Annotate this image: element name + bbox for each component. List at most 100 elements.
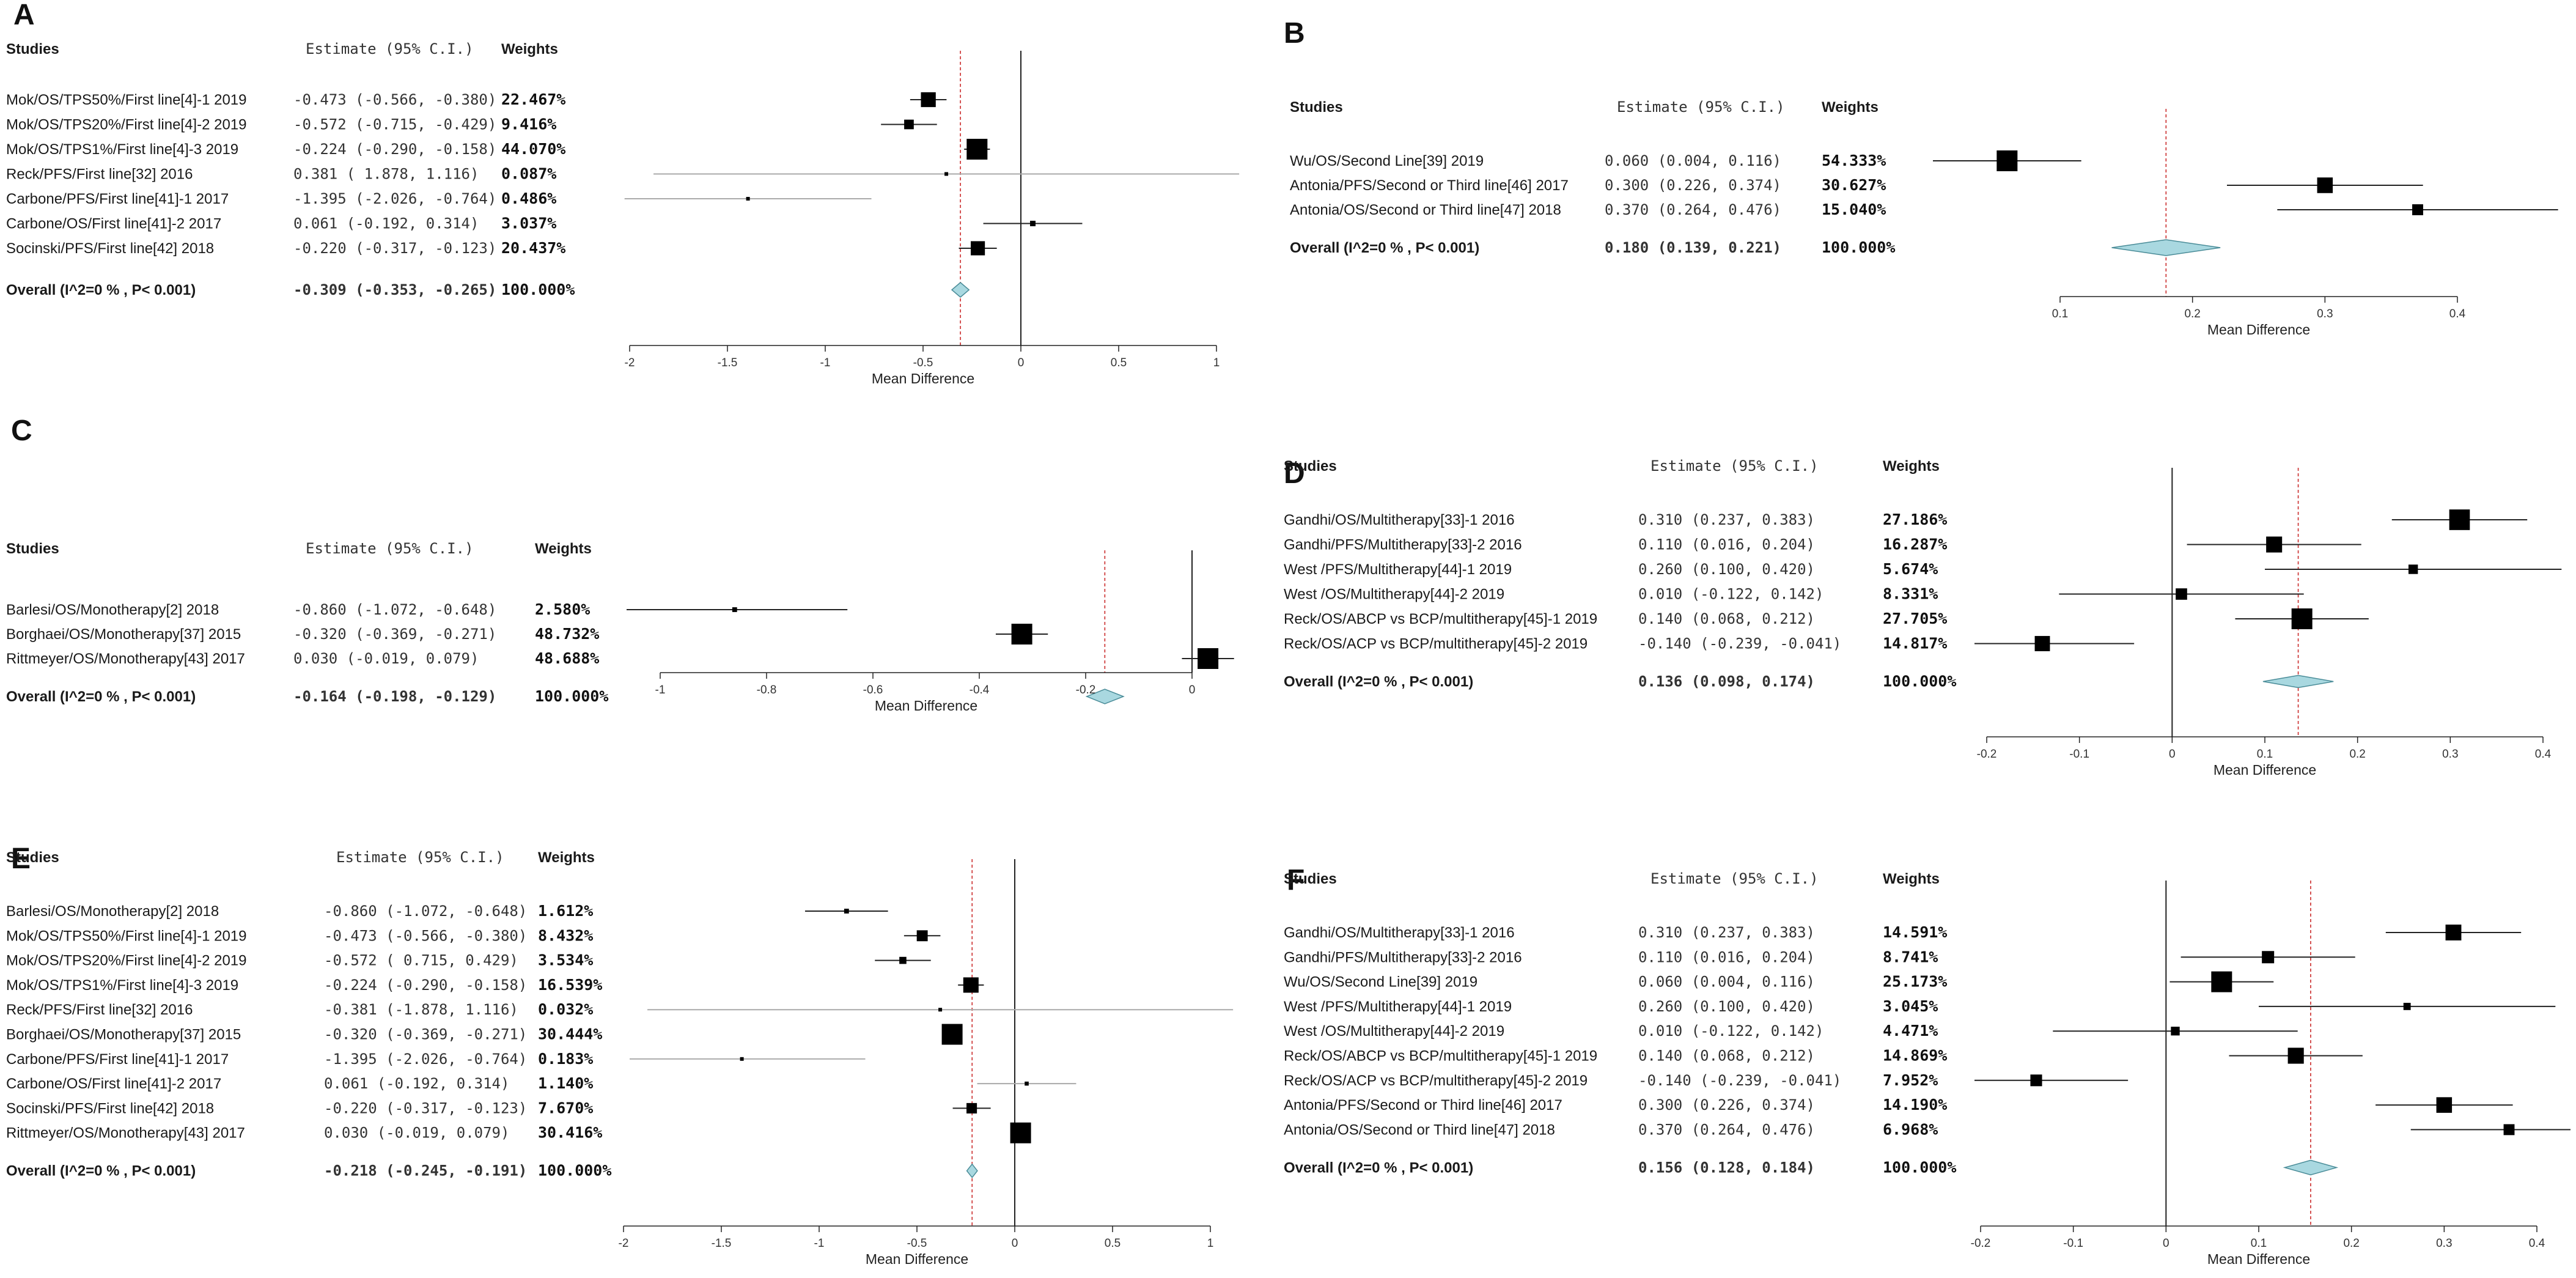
x-tick-label: -0.6	[863, 684, 883, 696]
study-estimate: 0.381 ( 1.878, 1.116)	[293, 166, 479, 183]
x-axis-label: Mean Difference	[2207, 322, 2310, 338]
x-tick-label: 0.1	[2052, 308, 2068, 320]
header-estimate: Estimate (95% C.I.)	[306, 540, 474, 557]
estimate-square	[916, 930, 928, 942]
study-weight: 6.968%	[1883, 1120, 1938, 1138]
overall-weight: 100.000%	[535, 687, 608, 705]
study-estimate: 0.110 (0.016, 0.204)	[1638, 536, 1815, 553]
study-estimate: -0.320 (-0.369, -0.271)	[293, 626, 496, 643]
study-weight: 2.580%	[535, 600, 590, 618]
study-name: West /PFS/Multitherapy[44]-1 2019	[1284, 999, 1512, 1015]
study-weight: 0.032%	[538, 1000, 593, 1018]
study-weight: 48.732%	[535, 625, 599, 643]
study-row: Antonia/OS/Second or Third line[47] 2018…	[1284, 1120, 2570, 1138]
study-row: West /OS/Multitherapy[44]-2 2019 0.010 (-…	[1284, 585, 2304, 603]
study-name: Reck/PFS/First line[32] 2016	[6, 166, 193, 183]
x-axis: -0.2 -0.1 0 0.1 0.2 0.3 0.4 Mean Difference	[1977, 736, 2552, 778]
x-tick-label: 0.3	[2436, 1237, 2452, 1250]
study-estimate: 0.060 (0.004, 0.116)	[1605, 152, 1781, 169]
study-name: Gandhi/OS/Multitherapy[33]-1 2016	[1284, 512, 1515, 528]
study-name: Wu/OS/Second Line[39] 2019	[1284, 974, 1478, 991]
estimate-square	[2445, 925, 2462, 940]
overall-row: Overall (I^2=0 % , P< 0.001) 0.180 (0.139…	[1290, 238, 2221, 256]
overall-label: Overall (I^2=0 % , P< 0.001)	[6, 689, 196, 705]
header-studies: Studies	[6, 41, 59, 57]
study-weight: 1.140%	[538, 1074, 593, 1092]
study-estimate: 0.370 (0.264, 0.476)	[1638, 1121, 1815, 1138]
x-axis-label: Mean Difference	[875, 698, 977, 714]
study-weight: 3.037%	[501, 215, 556, 232]
study-weight: 5.674%	[1883, 560, 1938, 578]
study-name: Carbone/OS/First line[41]-2 2017	[6, 1076, 221, 1092]
study-estimate: 0.030 (-0.019, 0.079)	[324, 1125, 509, 1142]
study-name: Reck/OS/ABCP vs BCP/multitherapy[45]-1 2…	[1284, 611, 1597, 627]
study-row: Reck/PFS/First line[32] 2016 -0.381 (-1.8…	[6, 1000, 1234, 1018]
x-tick-label: -0.1	[2069, 748, 2089, 761]
study-weight: 3.045%	[1883, 997, 1938, 1015]
study-estimate: 0.030 (-0.019, 0.079)	[293, 650, 479, 667]
x-tick-label: 0.5	[1105, 1237, 1121, 1250]
study-row: Reck/OS/ABCP vs BCP/multitherapy[45]-1 2…	[1284, 1047, 2363, 1065]
header-studies: Studies	[1284, 871, 1337, 887]
study-estimate: -0.572 (-0.715, -0.429)	[293, 116, 496, 133]
study-weight: 30.416%	[538, 1124, 602, 1142]
estimate-square	[1025, 1081, 1029, 1086]
study-name: Mok/OS/TPS50%/First line[4]-1 2019	[6, 92, 247, 108]
estimate-square	[844, 909, 849, 914]
overall-diamond	[2111, 239, 2221, 256]
study-row: Reck/OS/ACP vs BCP/multitherapy[45]-2 20…	[1284, 1071, 2129, 1089]
estimate-square	[2503, 1124, 2515, 1136]
study-estimate: -0.140 (-0.239, -0.041)	[1638, 1072, 1841, 1089]
study-weight: 7.952%	[1883, 1071, 1938, 1089]
study-weight: 14.817%	[1883, 635, 1947, 652]
study-weight: 3.534%	[538, 951, 593, 969]
estimate-square	[899, 956, 907, 964]
study-row: Gandhi/PFS/Multitherapy[33]-2 2016 0.110 …	[1284, 948, 2355, 966]
x-tick-label: 0.4	[2529, 1237, 2545, 1250]
estimate-square	[2403, 1002, 2411, 1010]
x-tick-label: 1	[1213, 356, 1220, 369]
study-row: Wu/OS/Second Line[39] 2019 0.060 (0.004, …	[1284, 971, 2274, 992]
estimate-square	[963, 977, 979, 993]
estimate-square	[904, 119, 914, 130]
estimate-square	[1030, 221, 1036, 226]
study-row: Mok/OS/TPS1%/First line[4]-3 2019 -0.224 …	[6, 976, 984, 994]
estimate-square	[732, 607, 737, 612]
header-weights: Weights	[1883, 458, 1940, 475]
study-estimate: 0.110 (0.016, 0.204)	[1638, 948, 1815, 966]
study-row: Mok/OS/TPS20%/First line[4]-2 2019 -0.572…	[6, 116, 937, 133]
study-name: Barlesi/OS/Monotherapy[2] 2018	[6, 602, 219, 618]
x-tick-label: -0.8	[757, 684, 777, 696]
estimate-square	[2317, 177, 2333, 193]
x-tick-label: -2	[625, 356, 635, 369]
overall-row: Overall (I^2=0 % , P< 0.001) -0.218 (-0.2…	[6, 1162, 978, 1180]
x-tick-label: -1	[814, 1237, 825, 1250]
x-axis-label: Mean Difference	[2214, 762, 2316, 778]
overall-diamond	[1085, 689, 1125, 704]
panel-letter: B	[1284, 17, 1305, 50]
header-studies: Studies	[1290, 99, 1343, 116]
panel-B: B Studies Estimate (95% C.I.) Weights Wu/OS/…	[1284, 17, 2558, 338]
overall-weight: 100.000%	[1883, 673, 1956, 690]
x-tick-label: 0	[2169, 748, 2176, 761]
study-row: Mok/OS/TPS50%/First line[4]-1 2019 -0.473…	[6, 90, 947, 108]
estimate-square	[1010, 1122, 1031, 1143]
x-tick-label: 0.2	[2184, 308, 2200, 320]
estimate-square	[966, 139, 988, 160]
study-row: Carbone/OS/First line[41]-2 2017 0.061 (-…	[6, 1074, 1076, 1092]
study-name: Mok/OS/TPS20%/First line[4]-2 2019	[6, 953, 247, 969]
panel-C: C Studies Estimate (95% C.I.) Weights Barles…	[6, 415, 1234, 714]
study-estimate: -1.395 (-2.026, -0.764)	[324, 1051, 527, 1068]
header-estimate: Estimate (95% C.I.)	[1617, 98, 1785, 116]
study-weight: 27.705%	[1883, 610, 1947, 627]
estimate-square	[2176, 588, 2187, 600]
x-tick-label: 0	[1018, 356, 1025, 369]
overall-label: Overall (I^2=0 % , P< 0.001)	[6, 1163, 196, 1180]
study-name: Antonia/OS/Second or Third line[47] 2018	[1284, 1121, 1555, 1138]
overall-estimate: 0.136 (0.098, 0.174)	[1638, 673, 1815, 690]
study-estimate: 0.310 (0.237, 0.383)	[1638, 924, 1815, 941]
estimate-square	[2171, 1027, 2180, 1036]
